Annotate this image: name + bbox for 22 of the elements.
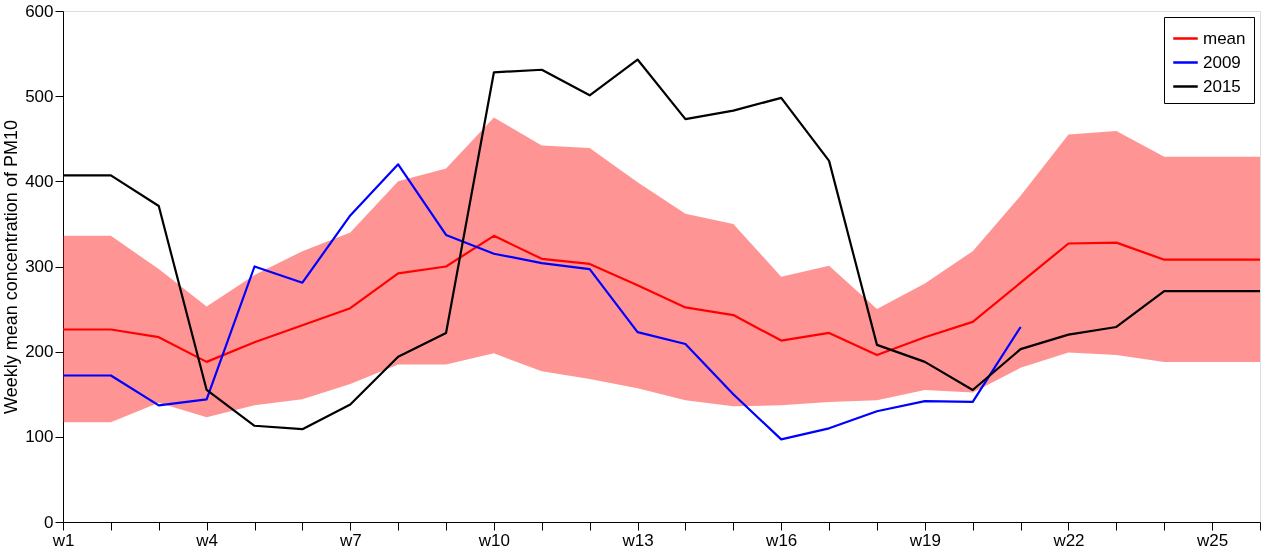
- x-tick-label: w13: [621, 530, 654, 550]
- legend-label: mean: [1203, 28, 1246, 48]
- y-tick-label: 600: [25, 1, 54, 21]
- y-tick-label: 200: [25, 342, 54, 362]
- legend-label: 2009: [1203, 52, 1241, 72]
- x-tick-label: w7: [338, 530, 362, 550]
- y-tick-label: 300: [25, 257, 54, 276]
- y-axis-title: Weekly mean concentration of PM10: [1, 120, 22, 414]
- x-tick-label: w4: [195, 530, 219, 550]
- y-tick-label: 400: [25, 171, 54, 191]
- legend-label: 2015: [1203, 76, 1241, 96]
- x-tick-label: w10: [477, 530, 511, 550]
- x-tick-label: w22: [1052, 530, 1085, 550]
- y-tick-label: 500: [25, 86, 54, 106]
- x-tick-label: w16: [765, 530, 798, 550]
- x-tick-label: w25: [1196, 530, 1229, 550]
- y-tick-label: 100: [25, 427, 54, 447]
- line-series: [61, 234, 1262, 363]
- x-tick-label: w19: [908, 530, 941, 550]
- x-tick-label: w1: [51, 530, 75, 550]
- line-series: [61, 163, 1022, 441]
- y-tick-label: 0: [44, 512, 54, 532]
